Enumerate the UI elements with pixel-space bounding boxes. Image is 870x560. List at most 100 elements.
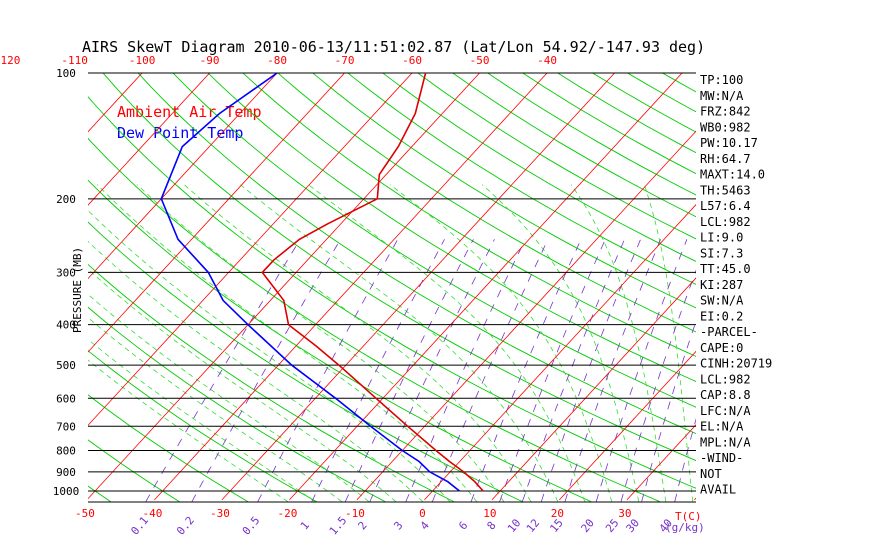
moist-adiabat-line <box>136 184 505 502</box>
mixing-ratio-line <box>257 239 399 502</box>
air-temp-profile-line <box>261 73 484 492</box>
grid-lines <box>0 64 870 502</box>
moist-adiabat-line <box>88 359 289 502</box>
chart-grid <box>0 64 870 503</box>
isotherm-line <box>559 350 696 501</box>
side-panel-entry: TH:5463 <box>700 183 751 197</box>
pressure-tick-label: 800 <box>56 444 76 457</box>
mixing-ratio-tick-label: 1 <box>298 519 312 532</box>
dry-adiabat-line <box>207 73 696 383</box>
isotherm-line <box>424 204 696 501</box>
bottom-temp-tick-label: 0 <box>419 507 426 520</box>
isotherm-line <box>289 73 683 501</box>
side-panel-entry: -PARCEL- <box>700 325 758 339</box>
dry-adiabat-line <box>88 179 592 502</box>
side-panel-entry: EI:0.2 <box>700 309 743 323</box>
dry-adiabat-line <box>277 73 696 333</box>
moist-adiabat-line <box>308 184 586 502</box>
dry-adiabat-line <box>88 96 696 489</box>
dry-adiabat-line <box>88 306 386 502</box>
side-panel-entry: CAPE:0 <box>700 341 743 355</box>
chart-ticks: 1002003004005006007008009001000-120-110-… <box>0 54 675 538</box>
dry-adiabat-line <box>312 73 696 309</box>
dry-adiabat-line <box>88 485 111 502</box>
bottom-temp-tick-label: -50 <box>75 507 95 520</box>
moist-adiabat-line <box>88 317 343 502</box>
bottom-temp-tick-label: -40 <box>142 507 162 520</box>
isotherm-line <box>221 73 616 501</box>
side-panel-entry: SI:7.3 <box>700 246 743 260</box>
dry-adiabat-line <box>88 263 454 502</box>
moist-adiabat-line <box>88 338 316 502</box>
mixing-ratio-tick-label: 20 <box>578 516 596 535</box>
moist-adiabat-line <box>96 184 478 502</box>
moist-adiabat-line <box>570 184 667 502</box>
side-panel-entry: MPL:N/A <box>700 435 751 449</box>
side-panel-entry: CINH:20719 <box>700 357 772 371</box>
dry-adiabat-line <box>172 73 696 408</box>
dry-adiabat-line <box>88 350 317 502</box>
isotherm-line <box>88 73 211 206</box>
mixing-ratio-line <box>191 239 341 502</box>
isotherm-line <box>491 277 696 501</box>
isotherm-line <box>829 64 870 500</box>
side-panel-entry: PW:10.17 <box>700 136 758 150</box>
top-temp-tick-label: -70 <box>335 54 355 67</box>
chart-profiles <box>160 73 484 492</box>
y-axis-label: PRESSURE (MB) <box>71 247 84 333</box>
isotherm-line <box>88 73 346 353</box>
pressure-tick-label: 1000 <box>53 485 80 498</box>
mixing-ratio-tick-label: 0.2 <box>174 514 197 538</box>
top-temp-tick-label: -40 <box>537 54 557 67</box>
top-temp-tick-label: -50 <box>470 54 490 67</box>
mixing-ratio-line <box>620 269 696 502</box>
moist-adiabat-line <box>643 184 694 502</box>
mixing-ratio-line <box>405 239 526 502</box>
pressure-tick-label: 200 <box>56 193 76 206</box>
moist-adiabat-line <box>88 209 451 502</box>
side-panel-entry: MW:N/A <box>700 89 744 103</box>
top-temp-tick-label: -110 <box>61 54 88 67</box>
side-panel-entry: LCL:982 <box>700 372 751 386</box>
dry-adiabat-line <box>242 73 696 357</box>
profile-lines <box>160 73 484 492</box>
top-temp-tick-label: -120 <box>0 54 20 67</box>
dry-adiabat-line <box>556 73 696 154</box>
isotherm-line <box>762 64 870 500</box>
mixing-ratio-tick-label: 8 <box>485 519 499 532</box>
pressure-tick-label: 700 <box>56 420 76 433</box>
side-panel-entry: -WIND- <box>700 451 743 465</box>
dry-adiabat-line <box>382 73 696 262</box>
side-panel-entry: AVAIL <box>700 483 736 497</box>
mixing-ratio-unit-label: (g/kg) <box>665 521 705 534</box>
mixing-ratio-line <box>564 239 661 502</box>
moist-adiabat-line <box>183 184 532 502</box>
isotherm-line <box>88 73 413 426</box>
mixing-ratio-tick-label: 4 <box>418 519 432 533</box>
dry-adiabat-line <box>0 65 42 502</box>
side-panel-entry: KI:287 <box>700 278 743 292</box>
side-panel-entry: NOT <box>700 467 722 481</box>
dry-adiabat-line <box>521 73 696 175</box>
legend-dew-point: Dew Point Temp <box>117 124 243 142</box>
pressure-tick-label: 300 <box>56 266 76 279</box>
mixing-ratio-tick-label: 2 <box>356 519 370 532</box>
side-panel-entry: L57:6.4 <box>700 199 751 213</box>
bottom-temp-tick-label: 10 <box>483 507 496 520</box>
mixing-ratio-line <box>470 239 582 502</box>
mixing-ratio-tick-label: 10 <box>505 516 523 535</box>
side-panel-entry: EL:N/A <box>700 420 744 434</box>
dry-adiabat-line <box>417 73 696 240</box>
moist-adiabat-line <box>88 293 370 502</box>
isotherm-line <box>88 73 278 280</box>
mixing-ratio-tick-label: 12 <box>524 516 542 535</box>
top-temp-tick-label: -100 <box>129 54 156 67</box>
x-axis-unit-label: T(C) <box>675 510 702 523</box>
isotherm-line <box>88 73 481 500</box>
pressure-tick-label: 400 <box>56 319 76 332</box>
side-panel-entry: TT:45.0 <box>700 262 751 276</box>
chart-title: AIRS SkewT Diagram 2010-06-13/11:51:02.8… <box>82 38 705 56</box>
side-panel-entry: CAP:8.8 <box>700 388 751 402</box>
